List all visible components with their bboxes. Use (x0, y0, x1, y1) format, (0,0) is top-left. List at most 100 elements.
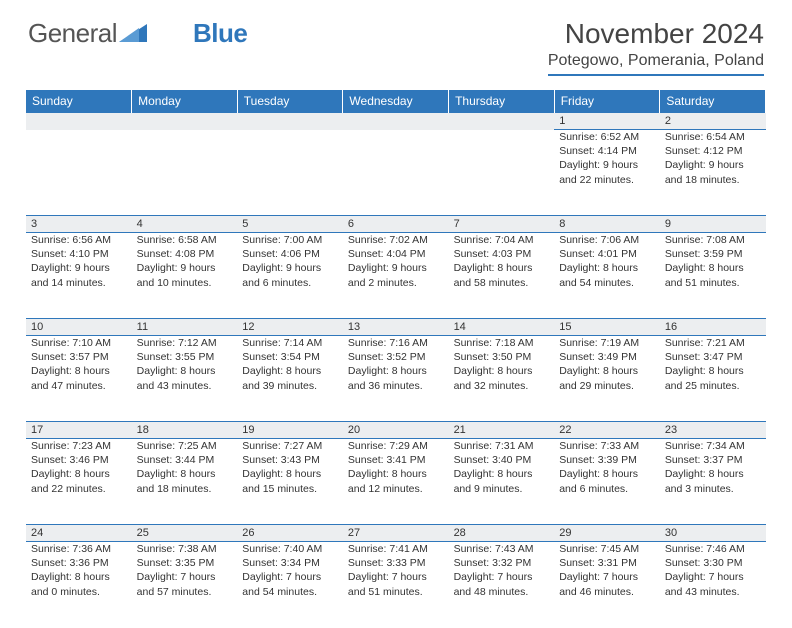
day-body-cell (449, 130, 555, 216)
day-info-text: Sunrise: 7:08 AMSunset: 3:59 PMDaylight:… (665, 233, 761, 290)
day-info-text: Sunrise: 7:23 AMSunset: 3:46 PMDaylight:… (31, 439, 127, 496)
day-body-cell: Sunrise: 7:33 AMSunset: 3:39 PMDaylight:… (554, 439, 660, 525)
day-number-cell: 6 (343, 216, 449, 233)
day-body-row: Sunrise: 7:23 AMSunset: 3:46 PMDaylight:… (26, 439, 766, 525)
location-label: Potegowo, Pomerania, Poland (548, 52, 764, 76)
day-number-cell: 29 (554, 525, 660, 542)
day-body-row: Sunrise: 7:36 AMSunset: 3:36 PMDaylight:… (26, 542, 766, 628)
day-body-cell: Sunrise: 6:52 AMSunset: 4:14 PMDaylight:… (554, 130, 660, 216)
day-number-cell (449, 113, 555, 130)
day-body-row: Sunrise: 6:52 AMSunset: 4:14 PMDaylight:… (26, 130, 766, 216)
day-info-text: Sunrise: 7:21 AMSunset: 3:47 PMDaylight:… (665, 336, 761, 393)
day-number-cell: 25 (132, 525, 238, 542)
day-number-cell: 9 (660, 216, 766, 233)
day-number-cell: 24 (26, 525, 132, 542)
day-info-text: Sunrise: 7:00 AMSunset: 4:06 PMDaylight:… (242, 233, 338, 290)
day-body-cell: Sunrise: 7:40 AMSunset: 3:34 PMDaylight:… (237, 542, 343, 628)
day-number-cell: 10 (26, 319, 132, 336)
calendar-table: Sunday Monday Tuesday Wednesday Thursday… (26, 90, 766, 628)
day-body-cell: Sunrise: 7:41 AMSunset: 3:33 PMDaylight:… (343, 542, 449, 628)
day-number-cell: 22 (554, 422, 660, 439)
day-info-text: Sunrise: 7:46 AMSunset: 3:30 PMDaylight:… (665, 542, 761, 599)
day-body-row: Sunrise: 7:10 AMSunset: 3:57 PMDaylight:… (26, 336, 766, 422)
day-body-cell: Sunrise: 7:00 AMSunset: 4:06 PMDaylight:… (237, 233, 343, 319)
day-info-text: Sunrise: 7:18 AMSunset: 3:50 PMDaylight:… (454, 336, 550, 393)
day-info-text: Sunrise: 7:34 AMSunset: 3:37 PMDaylight:… (665, 439, 761, 496)
header: General Blue November 2024 Potegowo, Pom… (0, 0, 792, 84)
weekday-header: Saturday (660, 90, 766, 113)
day-body-cell: Sunrise: 7:06 AMSunset: 4:01 PMDaylight:… (554, 233, 660, 319)
brand-logo: General Blue (28, 18, 247, 49)
day-number-cell (343, 113, 449, 130)
day-info-text: Sunrise: 7:04 AMSunset: 4:03 PMDaylight:… (454, 233, 550, 290)
brand-part1: General (28, 18, 117, 49)
day-body-cell: Sunrise: 7:45 AMSunset: 3:31 PMDaylight:… (554, 542, 660, 628)
day-number-cell: 19 (237, 422, 343, 439)
brand-triangle-icon (119, 20, 147, 47)
day-info-text: Sunrise: 7:12 AMSunset: 3:55 PMDaylight:… (137, 336, 233, 393)
day-number-cell: 28 (449, 525, 555, 542)
title-block: November 2024 Potegowo, Pomerania, Polan… (548, 18, 764, 76)
day-body-row: Sunrise: 6:56 AMSunset: 4:10 PMDaylight:… (26, 233, 766, 319)
day-number-cell: 21 (449, 422, 555, 439)
day-number-cell: 2 (660, 113, 766, 130)
day-number-cell: 20 (343, 422, 449, 439)
day-number-cell: 17 (26, 422, 132, 439)
day-body-cell: Sunrise: 7:08 AMSunset: 3:59 PMDaylight:… (660, 233, 766, 319)
day-info-text: Sunrise: 6:58 AMSunset: 4:08 PMDaylight:… (137, 233, 233, 290)
day-number-cell: 27 (343, 525, 449, 542)
day-body-cell: Sunrise: 7:31 AMSunset: 3:40 PMDaylight:… (449, 439, 555, 525)
day-info-text: Sunrise: 7:19 AMSunset: 3:49 PMDaylight:… (559, 336, 655, 393)
weekday-header: Sunday (26, 90, 132, 113)
day-number-cell: 14 (449, 319, 555, 336)
day-number-cell: 18 (132, 422, 238, 439)
day-body-cell: Sunrise: 7:46 AMSunset: 3:30 PMDaylight:… (660, 542, 766, 628)
day-body-cell: Sunrise: 7:04 AMSunset: 4:03 PMDaylight:… (449, 233, 555, 319)
day-number-row: 17181920212223 (26, 422, 766, 439)
month-title: November 2024 (548, 18, 764, 50)
day-body-cell: Sunrise: 7:18 AMSunset: 3:50 PMDaylight:… (449, 336, 555, 422)
day-body-cell: Sunrise: 7:16 AMSunset: 3:52 PMDaylight:… (343, 336, 449, 422)
day-info-text: Sunrise: 7:45 AMSunset: 3:31 PMDaylight:… (559, 542, 655, 599)
day-number-cell: 11 (132, 319, 238, 336)
day-body-cell (26, 130, 132, 216)
weekday-header: Tuesday (237, 90, 343, 113)
day-body-cell: Sunrise: 7:43 AMSunset: 3:32 PMDaylight:… (449, 542, 555, 628)
day-body-cell: Sunrise: 6:58 AMSunset: 4:08 PMDaylight:… (132, 233, 238, 319)
day-body-cell: Sunrise: 7:27 AMSunset: 3:43 PMDaylight:… (237, 439, 343, 525)
day-number-row: 24252627282930 (26, 525, 766, 542)
day-body-cell (237, 130, 343, 216)
day-number-cell: 4 (132, 216, 238, 233)
day-info-text: Sunrise: 6:54 AMSunset: 4:12 PMDaylight:… (665, 130, 761, 187)
day-body-cell: Sunrise: 7:25 AMSunset: 3:44 PMDaylight:… (132, 439, 238, 525)
day-number-cell: 26 (237, 525, 343, 542)
day-number-cell: 8 (554, 216, 660, 233)
day-info-text: Sunrise: 7:29 AMSunset: 3:41 PMDaylight:… (348, 439, 444, 496)
day-body-cell (132, 130, 238, 216)
day-number-cell: 5 (237, 216, 343, 233)
day-number-cell: 12 (237, 319, 343, 336)
day-body-cell: Sunrise: 7:23 AMSunset: 3:46 PMDaylight:… (26, 439, 132, 525)
day-number-row: 10111213141516 (26, 319, 766, 336)
day-body-cell: Sunrise: 7:12 AMSunset: 3:55 PMDaylight:… (132, 336, 238, 422)
day-number-cell: 7 (449, 216, 555, 233)
day-body-cell: Sunrise: 7:14 AMSunset: 3:54 PMDaylight:… (237, 336, 343, 422)
day-body-cell: Sunrise: 7:38 AMSunset: 3:35 PMDaylight:… (132, 542, 238, 628)
day-body-cell (343, 130, 449, 216)
day-body-cell: Sunrise: 7:02 AMSunset: 4:04 PMDaylight:… (343, 233, 449, 319)
day-info-text: Sunrise: 6:52 AMSunset: 4:14 PMDaylight:… (559, 130, 655, 187)
day-info-text: Sunrise: 7:27 AMSunset: 3:43 PMDaylight:… (242, 439, 338, 496)
day-info-text: Sunrise: 7:16 AMSunset: 3:52 PMDaylight:… (348, 336, 444, 393)
day-body-cell: Sunrise: 7:34 AMSunset: 3:37 PMDaylight:… (660, 439, 766, 525)
day-number-cell (26, 113, 132, 130)
day-number-row: 3456789 (26, 216, 766, 233)
weekday-header: Friday (554, 90, 660, 113)
day-info-text: Sunrise: 7:25 AMSunset: 3:44 PMDaylight:… (137, 439, 233, 496)
day-number-cell: 16 (660, 319, 766, 336)
day-body-cell: Sunrise: 7:29 AMSunset: 3:41 PMDaylight:… (343, 439, 449, 525)
day-info-text: Sunrise: 7:41 AMSunset: 3:33 PMDaylight:… (348, 542, 444, 599)
day-info-text: Sunrise: 7:10 AMSunset: 3:57 PMDaylight:… (31, 336, 127, 393)
day-body-cell: Sunrise: 7:19 AMSunset: 3:49 PMDaylight:… (554, 336, 660, 422)
day-body-cell: Sunrise: 6:54 AMSunset: 4:12 PMDaylight:… (660, 130, 766, 216)
day-body-cell: Sunrise: 7:10 AMSunset: 3:57 PMDaylight:… (26, 336, 132, 422)
